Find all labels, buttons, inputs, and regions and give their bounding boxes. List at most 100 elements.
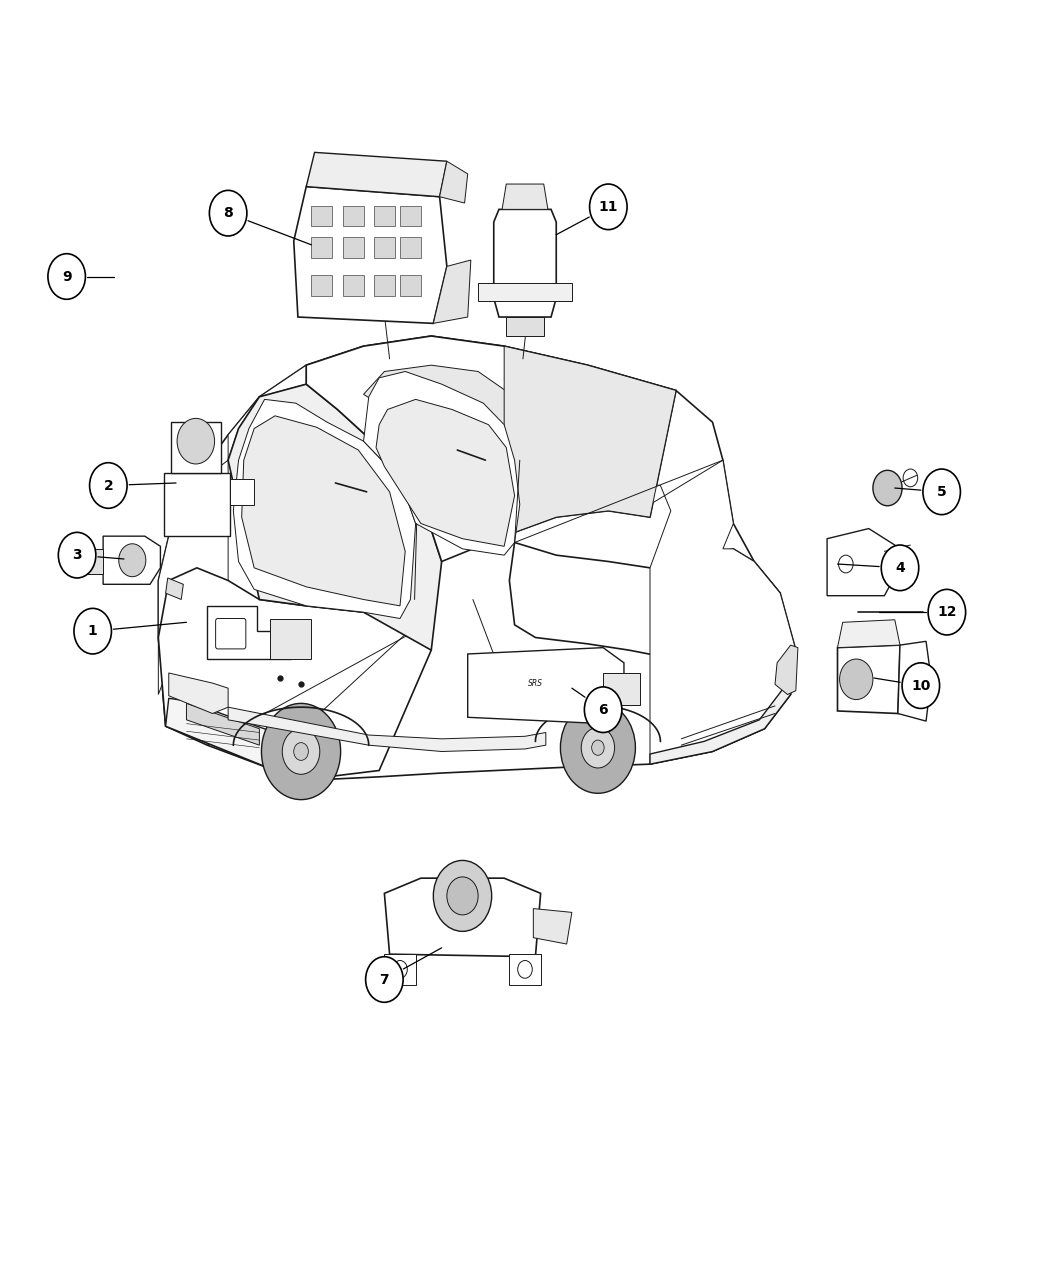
Polygon shape xyxy=(342,205,363,226)
Circle shape xyxy=(177,418,214,464)
Circle shape xyxy=(839,555,853,572)
Polygon shape xyxy=(294,186,447,324)
Circle shape xyxy=(294,742,309,760)
Polygon shape xyxy=(504,347,676,537)
Polygon shape xyxy=(384,954,416,984)
Polygon shape xyxy=(509,542,780,666)
Polygon shape xyxy=(400,237,421,258)
Polygon shape xyxy=(838,620,900,648)
Polygon shape xyxy=(159,567,432,776)
Circle shape xyxy=(873,470,902,506)
Polygon shape xyxy=(228,708,546,751)
Polygon shape xyxy=(230,479,254,505)
Circle shape xyxy=(365,956,403,1002)
Polygon shape xyxy=(898,641,931,722)
Text: 1: 1 xyxy=(88,625,98,639)
Circle shape xyxy=(282,729,320,774)
Polygon shape xyxy=(514,460,796,764)
Polygon shape xyxy=(827,529,895,595)
Polygon shape xyxy=(228,384,442,650)
Polygon shape xyxy=(187,704,259,745)
Polygon shape xyxy=(494,209,556,317)
Circle shape xyxy=(881,544,919,590)
Polygon shape xyxy=(502,184,548,209)
Text: 3: 3 xyxy=(72,548,82,562)
Text: SRS: SRS xyxy=(528,678,543,687)
Circle shape xyxy=(840,659,873,700)
Polygon shape xyxy=(312,205,332,226)
Text: 8: 8 xyxy=(224,207,233,221)
Text: 11: 11 xyxy=(598,200,618,214)
Circle shape xyxy=(518,960,532,978)
Text: 10: 10 xyxy=(911,678,930,692)
Text: 6: 6 xyxy=(598,703,608,717)
Polygon shape xyxy=(242,416,405,606)
Polygon shape xyxy=(440,161,467,203)
Circle shape xyxy=(393,960,407,978)
Text: 5: 5 xyxy=(937,484,946,499)
Circle shape xyxy=(209,190,247,236)
Polygon shape xyxy=(307,153,447,196)
Circle shape xyxy=(923,469,961,515)
Circle shape xyxy=(59,533,96,578)
Polygon shape xyxy=(207,606,291,659)
Circle shape xyxy=(89,463,127,509)
Circle shape xyxy=(119,543,146,576)
Polygon shape xyxy=(506,317,544,337)
Polygon shape xyxy=(509,954,541,984)
Polygon shape xyxy=(342,275,363,296)
Circle shape xyxy=(582,728,614,768)
Polygon shape xyxy=(312,275,332,296)
Polygon shape xyxy=(467,648,624,724)
Polygon shape xyxy=(400,275,421,296)
Polygon shape xyxy=(159,365,307,695)
Polygon shape xyxy=(103,537,161,584)
Polygon shape xyxy=(169,673,228,714)
Circle shape xyxy=(902,663,940,709)
Text: 2: 2 xyxy=(104,478,113,492)
Circle shape xyxy=(585,687,622,733)
Text: 7: 7 xyxy=(379,973,390,987)
Polygon shape xyxy=(374,237,395,258)
Polygon shape xyxy=(376,399,514,546)
Polygon shape xyxy=(363,371,520,555)
Polygon shape xyxy=(307,337,676,561)
Polygon shape xyxy=(650,686,791,764)
Polygon shape xyxy=(233,399,416,618)
Polygon shape xyxy=(374,275,395,296)
Circle shape xyxy=(434,861,491,931)
Polygon shape xyxy=(270,618,312,659)
Polygon shape xyxy=(166,699,280,770)
Text: 9: 9 xyxy=(62,269,71,283)
Polygon shape xyxy=(400,205,421,226)
Circle shape xyxy=(906,673,923,694)
Polygon shape xyxy=(603,673,639,705)
Polygon shape xyxy=(374,205,395,226)
Circle shape xyxy=(261,704,340,799)
Text: 4: 4 xyxy=(895,561,905,575)
Polygon shape xyxy=(171,422,220,473)
Polygon shape xyxy=(775,645,798,695)
Polygon shape xyxy=(164,473,230,537)
Polygon shape xyxy=(434,260,470,324)
FancyBboxPatch shape xyxy=(215,618,246,649)
Circle shape xyxy=(928,589,966,635)
Circle shape xyxy=(74,608,111,654)
Polygon shape xyxy=(159,337,796,779)
Polygon shape xyxy=(533,909,572,944)
Polygon shape xyxy=(384,878,541,956)
Circle shape xyxy=(903,469,918,487)
Polygon shape xyxy=(342,237,363,258)
Circle shape xyxy=(447,877,478,915)
Circle shape xyxy=(591,740,604,755)
Circle shape xyxy=(561,703,635,793)
Text: 12: 12 xyxy=(937,606,957,620)
Polygon shape xyxy=(363,365,514,435)
Polygon shape xyxy=(166,578,184,599)
Circle shape xyxy=(590,184,627,230)
Polygon shape xyxy=(838,645,900,714)
Circle shape xyxy=(48,254,85,300)
Polygon shape xyxy=(312,237,332,258)
Polygon shape xyxy=(77,548,103,574)
Polygon shape xyxy=(478,283,572,301)
